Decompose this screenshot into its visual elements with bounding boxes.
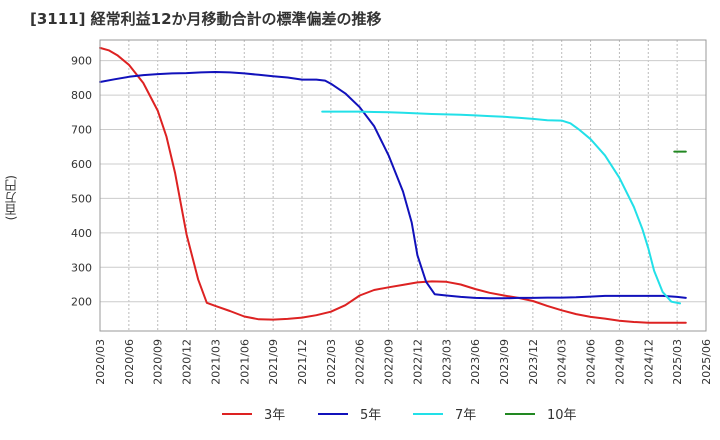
y-tick-label: 900	[71, 55, 92, 68]
x-tick-label: 2020/06	[123, 339, 136, 385]
x-tick-label: 2021/12	[296, 339, 309, 385]
x-tick-label: 2024/09	[613, 339, 626, 385]
x-tick-label: 2020/03	[94, 339, 107, 385]
x-tick-label: 2021/06	[238, 339, 251, 385]
x-tick-label: 2021/09	[267, 339, 280, 385]
x-tick-label: 2023/12	[527, 339, 540, 385]
plot-frame	[99, 39, 707, 332]
x-tick-label: 2022/09	[383, 339, 396, 385]
plot-area	[100, 40, 706, 331]
x-tick-label: 2022/12	[411, 339, 424, 385]
legend-label: 5年	[360, 408, 381, 423]
x-tick-label: 2020/09	[152, 339, 165, 385]
legend-label: 7年	[455, 408, 476, 423]
x-tick-label: 2024/06	[585, 339, 598, 385]
x-tick-label: 2021/03	[209, 339, 222, 385]
legend-label: 10年	[547, 408, 577, 423]
x-tick-label: 2024/12	[642, 339, 655, 385]
x-tick-label: 2025/06	[700, 339, 713, 385]
x-tick-label: 2024/03	[556, 339, 569, 385]
series-line-2	[99, 71, 687, 300]
x-tick-label: 2025/03	[671, 339, 684, 385]
y-tick-label: 600	[71, 158, 92, 171]
x-tick-label: 2022/06	[354, 339, 367, 385]
y-tick-label: 800	[71, 89, 92, 102]
y-tick-label: 300	[71, 261, 92, 274]
x-tick-label: 2022/03	[325, 339, 338, 385]
y-tick-label: 500	[71, 192, 92, 205]
x-tick-label: 2023/06	[469, 339, 482, 385]
series-line-1	[99, 46, 687, 324]
series-line-3	[321, 110, 681, 305]
chart-title: [3111] 経常利益12か月移動合計の標準偏差の推移	[30, 10, 382, 28]
y-tick-label: 200	[71, 296, 92, 309]
x-tick-label: 2020/12	[181, 339, 194, 385]
y-tick-label: 400	[71, 227, 92, 240]
y-tick-label: 700	[71, 124, 92, 137]
x-tick-label: 2023/09	[498, 339, 511, 385]
legend-label: 3年	[264, 408, 285, 423]
x-tick-label: 2023/03	[440, 339, 453, 385]
